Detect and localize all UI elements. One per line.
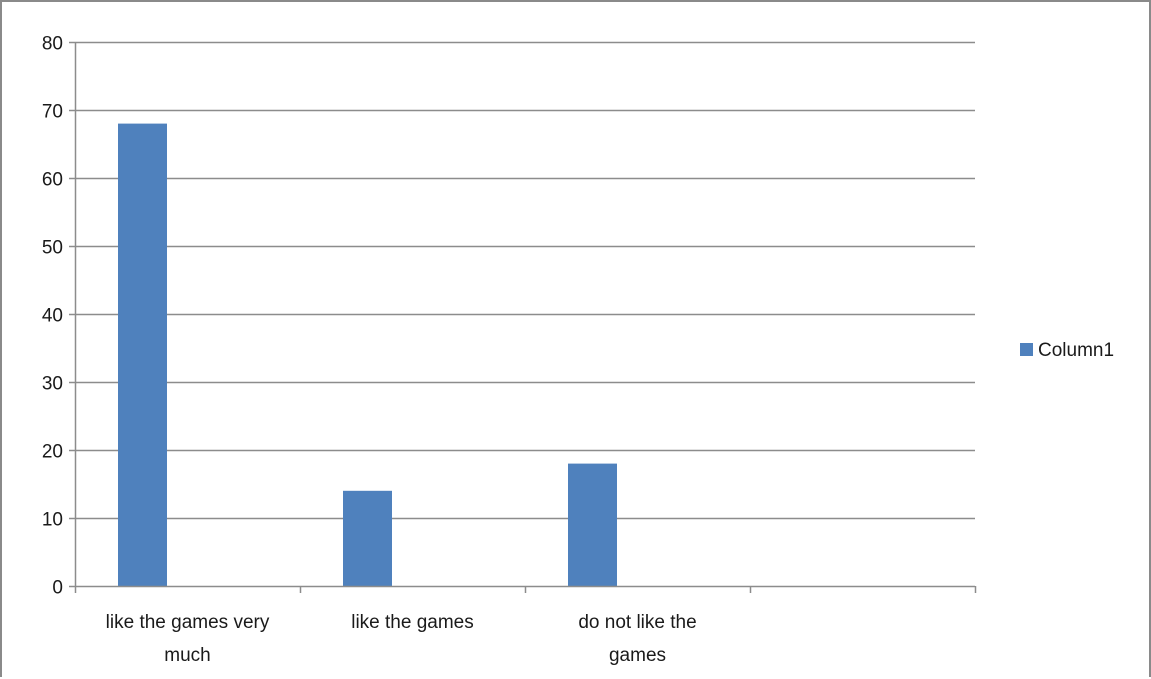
- bars: [118, 123, 617, 586]
- bar: [568, 463, 617, 586]
- legend-swatch: [1020, 343, 1033, 356]
- y-tick-label: 10: [42, 510, 63, 531]
- y-tick-label: 40: [42, 306, 63, 327]
- axes: [69, 41, 977, 593]
- y-tick-label: 20: [42, 442, 63, 463]
- x-tick-label: like the games: [351, 612, 474, 633]
- bar: [118, 123, 167, 586]
- y-tick-label: 50: [42, 238, 63, 259]
- x-tick-label: do not like the: [578, 612, 696, 633]
- y-tick-label: 0: [52, 578, 63, 599]
- legend: Column1: [1020, 340, 1114, 361]
- legend-label: Column1: [1038, 340, 1114, 361]
- y-tick-label: 60: [42, 170, 63, 191]
- x-tick-label: games: [609, 645, 666, 666]
- x-tick-label: much: [164, 645, 210, 666]
- y-tick-label: 30: [42, 374, 63, 395]
- labels: 0 10 20 30 40 50 60 70 80 like the games very much…: [42, 34, 697, 667]
- y-tick-label: 70: [42, 102, 63, 123]
- x-tick-label: like the games very: [106, 612, 270, 633]
- gridlines: [75, 41, 975, 520]
- y-tick-label: 80: [42, 34, 63, 55]
- bar: [343, 490, 392, 586]
